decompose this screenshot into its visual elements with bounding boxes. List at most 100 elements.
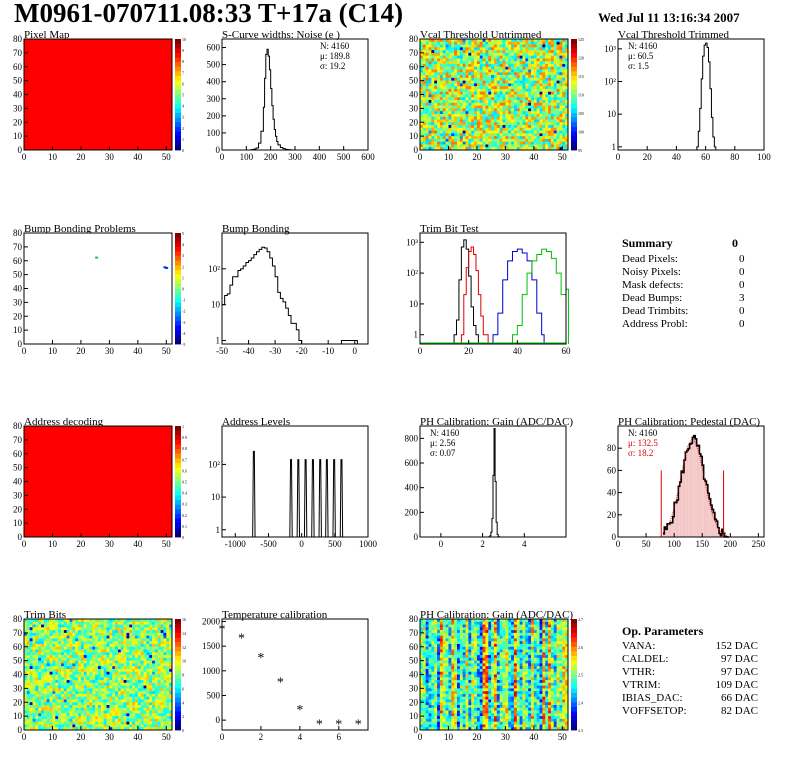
heatmap-cell [117,643,122,648]
x-tick-label: 150 [695,539,709,549]
heatmap-cell [78,646,82,650]
heatmap-cell [132,685,136,689]
heatmap-cell [69,696,73,700]
palette-segment [571,57,577,63]
heatmap-cell [502,86,506,90]
heatmap-cell [434,108,438,112]
heatmap-cell [98,638,102,642]
heatmap-cell [508,80,512,84]
heatmap-cell [457,100,461,104]
heatmap-cell [55,635,59,639]
heatmap-cell [112,643,116,648]
heatmap-cell [46,666,50,670]
heatmap-cell [559,44,563,48]
heatmap-cell [152,663,156,667]
heatmap-cell [556,80,560,84]
heatmap-cell [494,75,498,79]
heatmap-cell [485,58,489,62]
heatmap-cell [38,718,42,722]
heatmap-cell [166,671,170,675]
x-tick-label: 0 [616,152,621,162]
heatmap-cell [485,108,489,112]
heatmap-cell [439,72,444,76]
y-tick-label: 30 [13,297,23,307]
heatmap-cell [160,691,164,695]
heatmap-cell [43,619,48,623]
heatmap-cell [95,721,99,725]
heatmap-cell [120,702,124,706]
heatmap-cell [49,718,53,722]
heatmap-cell [462,44,466,48]
x-tick-label: 40 [529,152,539,162]
heatmap-cell [420,136,424,140]
heatmap-cell [420,707,424,711]
histogram-peak [325,459,329,538]
y-tick-label: 10² [604,77,616,87]
heatmap-cell [468,144,472,148]
heatmap-cell [72,630,76,634]
heatmap-cell [459,39,463,43]
heatmap-cell [445,122,449,126]
heatmap-cell [459,44,463,48]
heatmap-cell [448,77,452,81]
heatmap-cell [437,122,441,126]
palette-segment [175,716,181,722]
heatmap-cell [135,643,139,648]
heatmap-cell [72,727,76,731]
heatmap-cell [437,69,441,73]
heatmap-cell [61,682,65,686]
heatmap-cell [117,707,122,711]
heatmap-cell [442,94,446,98]
heatmap-cell [479,91,483,95]
heatmap-cell [109,716,113,720]
heatmap-cell [468,111,472,115]
heatmap-cell [41,696,45,700]
heatmap-cell [462,136,466,140]
heatmap-cell [488,94,492,98]
heatmap-cell [146,621,150,625]
heatmap-cell [154,688,159,692]
heatmap-cell [553,138,557,142]
heatmap-cell [146,657,150,661]
heatmap-cell [422,108,426,112]
heatmap-cell [129,624,133,628]
heatmap-cell [428,116,432,120]
heatmap-cell [454,102,458,106]
heatmap-cell [152,721,156,725]
heatmap-cell [52,666,56,670]
heatmap-cell [66,630,70,634]
heatmap-cell [491,41,495,45]
heatmap-cell [55,685,59,689]
heatmap-cell [468,100,472,104]
heatmap-cell [152,696,156,700]
heatmap-cell [556,97,560,101]
heatmap-cell [431,94,435,98]
heatmap-cell [488,141,492,145]
heatmap-cell [508,52,512,56]
heatmap-cell [26,688,30,692]
heatmap-cell [425,727,429,731]
heatmap-cell [38,677,42,681]
heatmap-cell [434,75,438,79]
heatmap-cell [513,88,518,93]
heatmap-cell [78,727,82,731]
heatmap-cell [55,643,59,648]
heatmap-cell [152,705,156,709]
heatmap-cell [41,655,45,659]
heatmap-cell [140,707,144,711]
heatmap-cell [445,136,449,140]
heatmap-cell [35,635,39,639]
heatmap-cell [63,682,67,686]
heatmap-cell [428,41,432,45]
heatmap-cell [72,693,76,697]
heatmap-cell [80,696,85,700]
heatmap-cell [72,632,76,636]
heatmap-cell [496,50,500,54]
palette-segment [175,339,181,345]
heatmap-cell [516,44,520,48]
heatmap-cell [479,55,483,59]
heatmap-cell [454,77,458,81]
heatmap-cell [43,632,48,636]
heatmap-cell [437,108,441,112]
page-date: Wed Jul 11 13:16:34 2007 [598,10,740,25]
